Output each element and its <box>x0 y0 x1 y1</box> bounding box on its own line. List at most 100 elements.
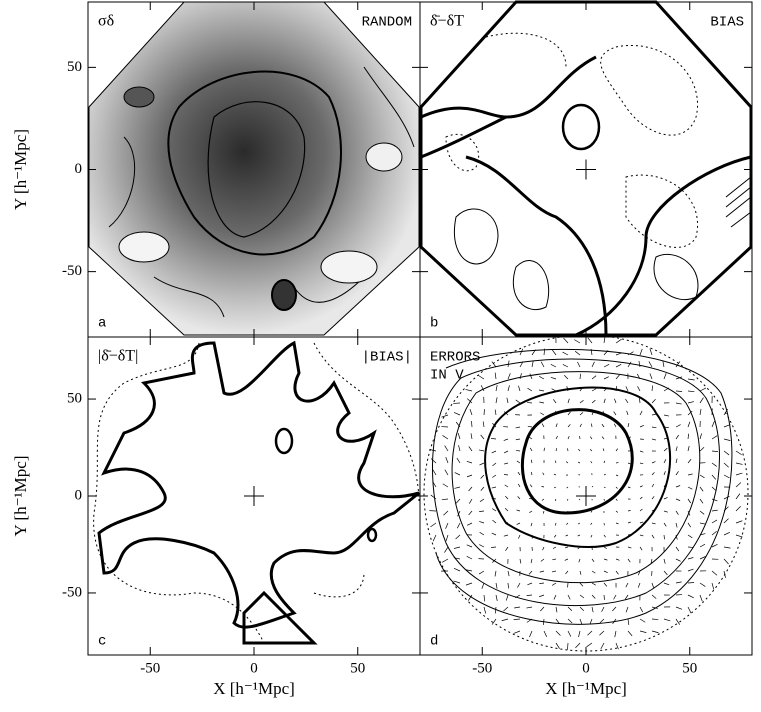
error-arrow <box>540 606 545 612</box>
error-arrow <box>528 570 533 575</box>
error-arrow <box>441 558 449 563</box>
error-arrow <box>587 630 593 636</box>
center-cross <box>576 159 596 180</box>
error-arrow <box>577 522 581 525</box>
error-arrow <box>699 594 703 602</box>
error-arrow <box>579 423 582 428</box>
error-arrow <box>651 594 657 599</box>
error-arrow <box>663 570 668 576</box>
error-arrow <box>566 498 569 501</box>
error-arrow <box>675 402 682 405</box>
error-arrow <box>578 510 581 513</box>
error-arrow <box>504 484 509 488</box>
error-arrow <box>723 546 731 549</box>
error-arrow <box>552 546 557 549</box>
error-arrow <box>517 582 521 588</box>
error-arrow <box>577 361 581 368</box>
error-arrow <box>519 348 524 356</box>
error-arrow <box>612 618 617 624</box>
error-arrow <box>445 457 449 464</box>
error-arrow <box>614 398 617 404</box>
error-arrow <box>516 522 521 525</box>
error-arrow <box>613 423 617 428</box>
error-arrow <box>651 413 657 416</box>
error-arrow <box>591 375 597 380</box>
error-arrow <box>602 411 605 416</box>
error-arrow <box>466 522 473 526</box>
error-arrow <box>590 461 593 464</box>
error-arrow <box>456 457 461 464</box>
error-arrow <box>494 372 497 380</box>
error-arrow <box>586 642 593 648</box>
error-arrow <box>527 582 533 586</box>
error-arrow <box>651 582 655 589</box>
y-tick-label: -50 <box>62 263 82 279</box>
error-arrow <box>507 570 510 577</box>
error-arrow <box>540 361 545 368</box>
error-arrow <box>515 438 521 441</box>
x-axis-label: X [h⁻¹Mpc] <box>213 679 295 698</box>
error-arrow <box>615 486 618 489</box>
error-arrow <box>530 459 533 464</box>
error-arrow <box>466 555 473 560</box>
error-arrow <box>567 606 573 611</box>
error-arrow <box>675 458 678 464</box>
error-arrow <box>492 508 497 512</box>
error-arrow <box>506 397 509 404</box>
error-arrow <box>503 606 509 612</box>
error-arrow <box>562 364 569 368</box>
error-arrow <box>543 348 546 356</box>
error-arrow <box>603 398 606 404</box>
error-arrow <box>699 397 704 404</box>
error-arrow <box>503 450 509 454</box>
error-arrow <box>651 496 655 500</box>
error-arrow <box>567 411 571 416</box>
error-arrow <box>699 543 706 548</box>
error-arrow <box>639 534 644 537</box>
error-arrow <box>550 363 557 368</box>
error-arrow <box>687 557 694 560</box>
error-arrow <box>577 546 581 550</box>
error-arrow <box>591 606 594 613</box>
error-arrow <box>479 531 485 536</box>
error-arrow <box>627 521 631 524</box>
error-arrow <box>735 462 743 465</box>
error-arrow <box>491 450 497 454</box>
error-arrow <box>504 521 509 524</box>
error-arrow <box>444 445 449 452</box>
error-arrow <box>542 546 545 551</box>
error-arrow <box>551 570 557 573</box>
error-arrow <box>615 510 619 513</box>
error-arrow <box>711 498 718 502</box>
error-arrow <box>591 388 597 392</box>
error-arrow <box>515 399 521 404</box>
error-arrow <box>663 447 668 452</box>
error-arrow <box>468 510 473 516</box>
error-arrow <box>529 447 533 452</box>
error-arrow <box>687 473 693 476</box>
error-arrow <box>603 486 606 489</box>
error-arrow <box>516 450 521 452</box>
error-arrow <box>638 360 641 368</box>
error-arrow <box>711 435 718 440</box>
error-arrow <box>503 438 509 441</box>
error-arrow <box>483 606 487 614</box>
error-arrow <box>453 412 461 416</box>
error-arrow <box>625 582 629 588</box>
error-arrow <box>614 630 617 638</box>
error-arrow <box>599 618 605 624</box>
error-arrow <box>627 423 630 428</box>
error-arrow <box>430 458 437 464</box>
error-arrow <box>711 462 717 467</box>
error-arrow <box>711 582 715 590</box>
error-arrow <box>687 458 692 464</box>
error-arrow <box>518 385 521 392</box>
error-arrow <box>517 471 521 476</box>
error-arrow <box>479 498 485 502</box>
error-arrow <box>519 558 522 564</box>
error-arrow <box>528 436 533 440</box>
error-arrow <box>663 497 668 500</box>
error-arrow <box>627 510 631 512</box>
error-arrow <box>603 364 610 368</box>
